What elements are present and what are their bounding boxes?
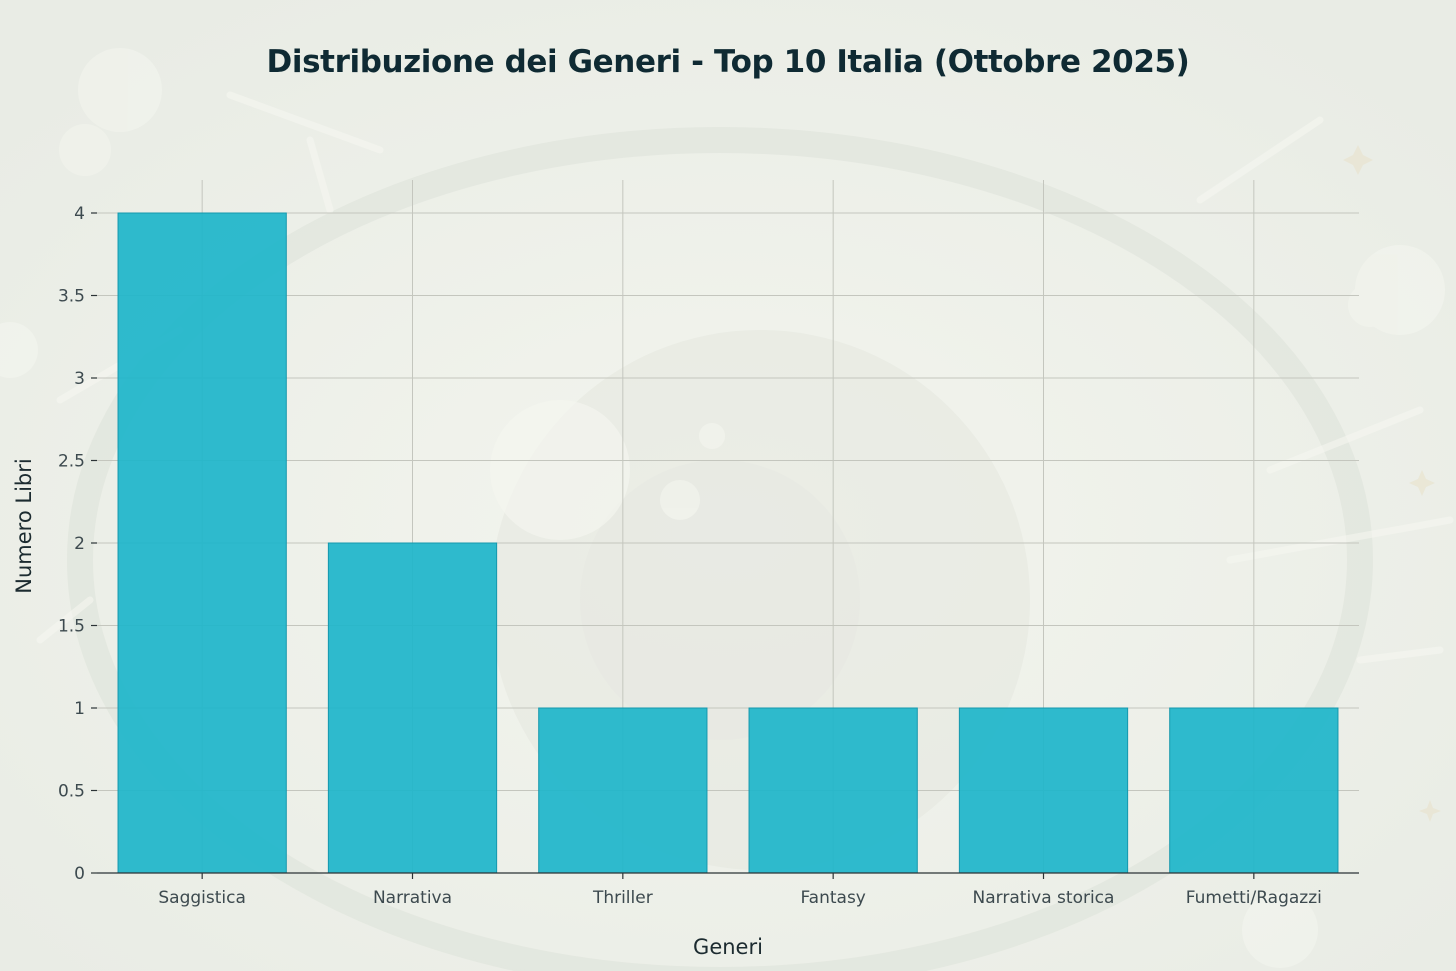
bar-narrativa[interactable] xyxy=(327,542,498,874)
y-tick-label: 0.5 xyxy=(58,782,85,802)
x-axis-ticks: Saggistica Narrativa Thriller Fantasy Narrat… xyxy=(158,873,1322,908)
y-tick-label: 4 xyxy=(74,204,85,224)
bar-fumetti-ragazzi[interactable] xyxy=(1169,707,1339,874)
x-tick-label: Narrativa xyxy=(373,888,452,908)
bars xyxy=(117,212,1339,874)
x-tick-label: Thriller xyxy=(592,888,653,908)
y-tick-label: 1 xyxy=(74,699,85,719)
y-tick-label: 1.5 xyxy=(58,617,85,637)
bar-narrativa-storica[interactable] xyxy=(958,707,1129,874)
x-tick-label: Fantasy xyxy=(800,888,865,908)
bar-fantasy[interactable] xyxy=(748,707,918,874)
y-tick-label: 3 xyxy=(74,369,85,389)
bar-thriller[interactable] xyxy=(538,707,708,874)
y-axis-ticks: 0 0.5 1 1.5 2 2.5 3 3.5 4 xyxy=(58,204,97,884)
x-tick-label: Narrativa storica xyxy=(973,888,1115,908)
y-axis-title: Numero Libri xyxy=(12,458,36,593)
y-tick-label: 3.5 xyxy=(58,287,85,307)
x-axis-title: Generi xyxy=(693,935,763,959)
y-tick-label: 2.5 xyxy=(58,452,85,472)
chart-title: Distribuzione dei Generi - Top 10 Italia… xyxy=(267,44,1190,80)
x-tick-label: Saggistica xyxy=(158,888,246,908)
x-tick-label: Fumetti/Ragazzi xyxy=(1186,888,1322,908)
y-tick-label: 0 xyxy=(74,864,85,884)
y-tick-label: 2 xyxy=(74,534,85,554)
bar-saggistica[interactable] xyxy=(117,212,287,874)
